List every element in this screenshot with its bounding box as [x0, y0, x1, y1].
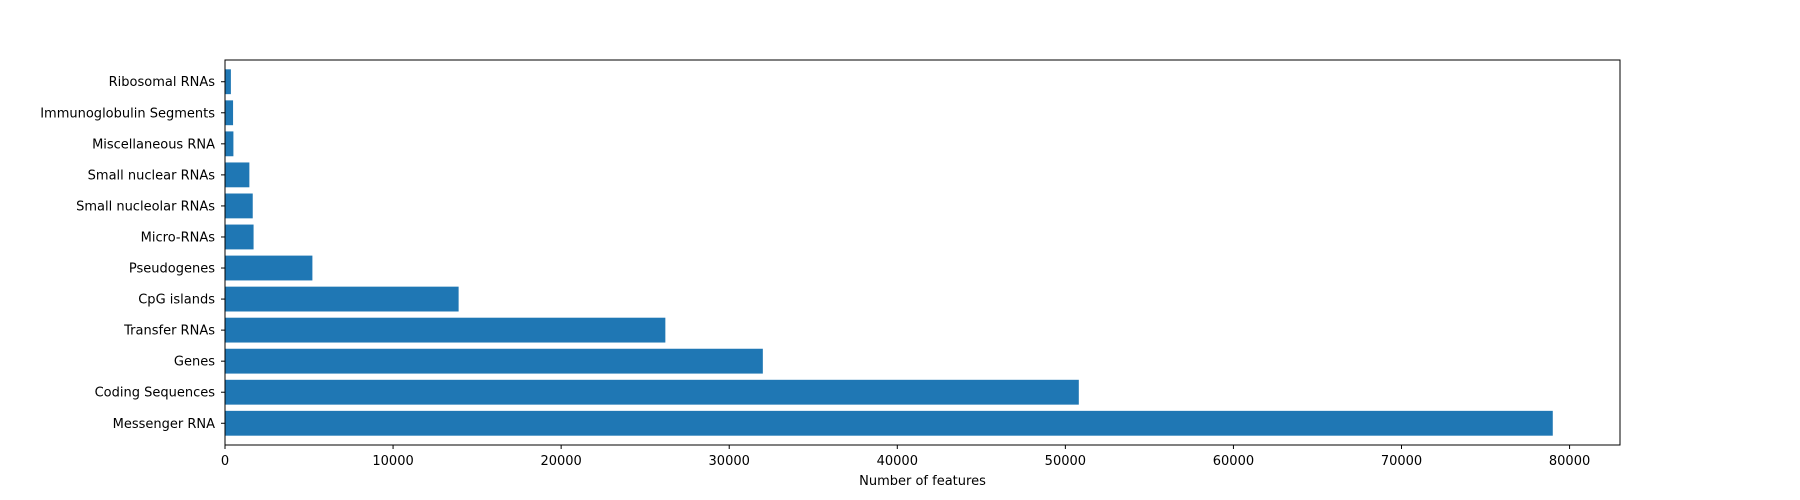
x-tick-label: 70000: [1381, 454, 1422, 469]
bar-pseudogenes: [225, 255, 313, 281]
y-axis: Messenger RNA Coding Sequences Genes Transf…: [40, 75, 225, 432]
y-tick-label: Transfer RNAs: [123, 324, 215, 339]
bar-small-nuclear-rnas: [225, 162, 250, 188]
bar-miscellaneous-rna: [225, 131, 234, 157]
x-tick-label: 30000: [709, 454, 750, 469]
x-tick-label: 50000: [1045, 454, 1086, 469]
x-tick-label: 80000: [1549, 454, 1590, 469]
bar-cpg-islands: [225, 286, 459, 312]
bar-micro-rnas: [225, 224, 254, 250]
x-axis-label: Number of features: [859, 474, 986, 489]
bar-messenger-rna: [225, 410, 1553, 436]
x-tick-label: 0: [221, 454, 229, 469]
y-tick-label: Immunoglobulin Segments: [40, 106, 215, 121]
x-axis: 0 10000 20000 30000 40000 50000 60000 70000 8000…: [221, 445, 1590, 469]
bar-coding-sequences: [225, 379, 1079, 405]
bar-small-nucleolar-rnas: [225, 193, 253, 219]
y-tick-label: Genes: [174, 355, 215, 370]
y-tick-label: Small nuclear RNAs: [88, 168, 216, 183]
y-tick-label: CpG islands: [138, 293, 215, 308]
y-tick-label: Ribosomal RNAs: [109, 75, 216, 90]
x-tick-label: 20000: [540, 454, 581, 469]
y-tick-label: Miscellaneous RNA: [92, 137, 215, 152]
x-tick-label: 60000: [1213, 454, 1254, 469]
y-tick-label: Pseudogenes: [129, 262, 215, 277]
y-tick-label: Micro-RNAs: [141, 230, 216, 245]
x-tick-label: 10000: [372, 454, 413, 469]
y-tick-label: Messenger RNA: [113, 417, 215, 432]
y-tick-label: Small nucleolar RNAs: [76, 199, 215, 214]
plot-frame: [224, 59, 1621, 446]
bar-immunoglobulin-segments: [225, 100, 234, 126]
x-tick-label: 40000: [877, 454, 918, 469]
y-tick-label: Coding Sequences: [95, 386, 216, 401]
bar-ribosomal-rnas: [225, 69, 231, 95]
bars-group: [225, 69, 1553, 436]
bar-genes: [225, 348, 763, 374]
bar-transfer-rnas: [225, 317, 666, 343]
